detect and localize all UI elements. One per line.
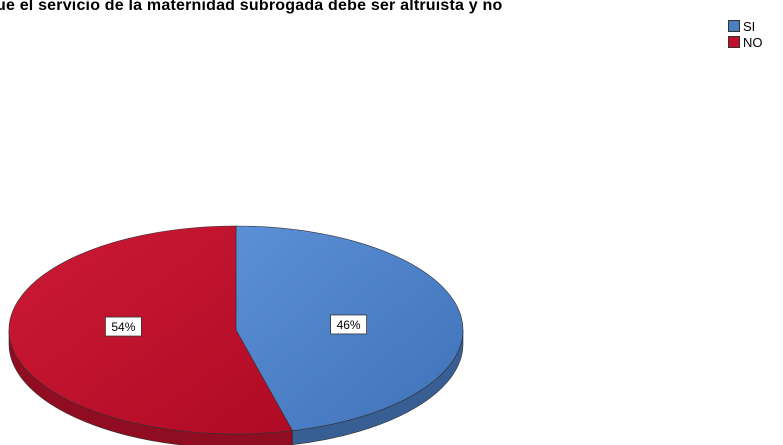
- data-label-si: 46%: [331, 315, 367, 334]
- data-label-text-no: 54%: [111, 320, 135, 334]
- data-label-no: 54%: [105, 317, 141, 336]
- data-label-text-si: 46%: [337, 318, 361, 332]
- pie-slices: [9, 226, 463, 434]
